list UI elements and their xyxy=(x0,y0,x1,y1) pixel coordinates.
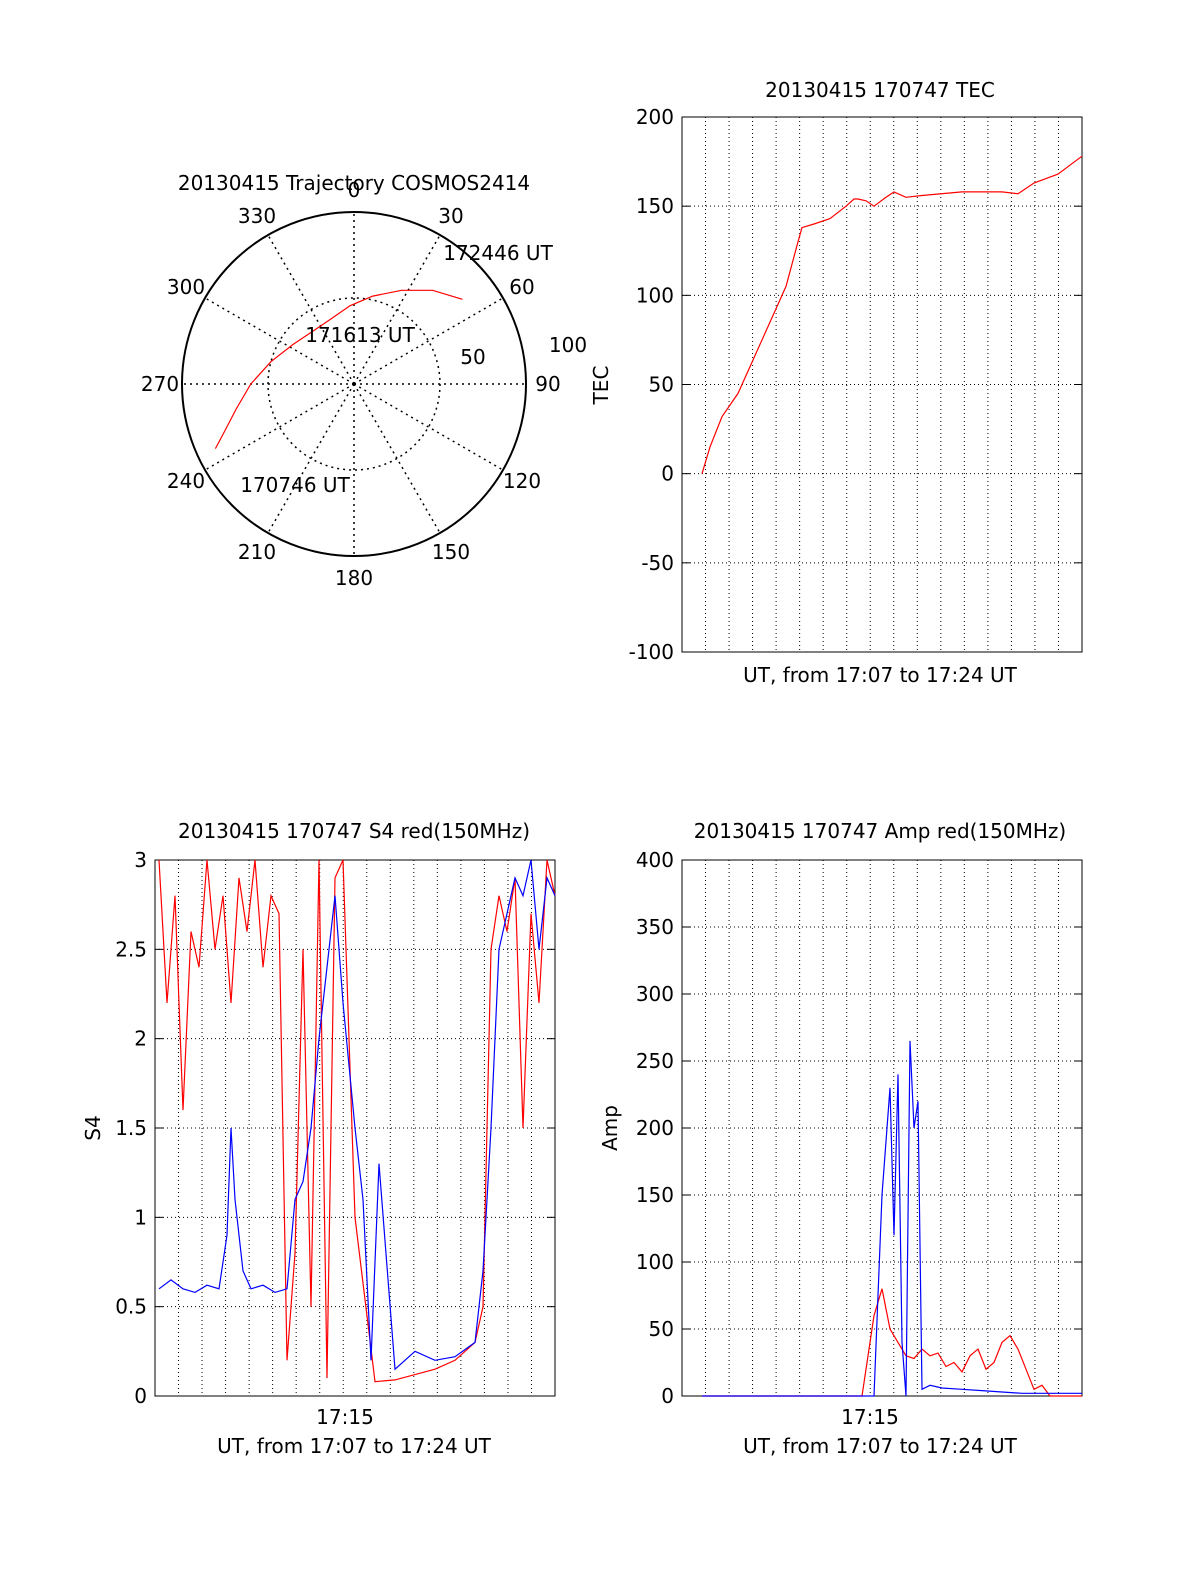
polar-angle-tick: 270 xyxy=(141,372,179,396)
polar-radial-tick-100: 100 xyxy=(549,333,587,357)
y-tick-label: 150 xyxy=(636,194,674,218)
y-tick-label: 200 xyxy=(636,1116,674,1140)
y-tick-label: -50 xyxy=(641,551,674,575)
y-tick-label: 0 xyxy=(661,462,674,486)
s4-title: 20130415 170747 S4 red(150MHz) xyxy=(178,819,530,843)
y-tick-label: 0 xyxy=(134,1384,147,1408)
polar-grid xyxy=(181,211,527,557)
s4-panel: 20130415 170747 S4 red(150MHz) 0 0.5 1 1.5 2… xyxy=(81,819,556,1458)
series-line-red xyxy=(158,859,556,1383)
polar-angle-tick: 300 xyxy=(167,275,205,299)
polar-angle-tick: 330 xyxy=(238,204,276,228)
polar-trajectory-panel: 20130415 Trajectory COSMOS2414 0 30 60 90 12… xyxy=(141,171,587,590)
y-tick-label: 50 xyxy=(649,1317,674,1341)
polar-spoke xyxy=(353,383,441,534)
polar-angle-tick: 120 xyxy=(503,469,541,493)
polar-annotation-start: 170746 UT xyxy=(240,473,350,497)
tec-grid xyxy=(682,116,1082,653)
polar-spoke xyxy=(204,297,355,385)
polar-annotation-mid: 171613 UT xyxy=(305,323,415,347)
polar-angle-tick: 0 xyxy=(348,178,361,202)
y-tick-label: 0.5 xyxy=(115,1295,147,1319)
polar-angle-tick: 30 xyxy=(438,204,463,228)
series-line-red xyxy=(701,155,1083,474)
s4-series xyxy=(158,859,556,1383)
amp-title: 20130415 170747 Amp red(150MHz) xyxy=(694,819,1066,843)
y-tick-label: 200 xyxy=(636,105,674,129)
y-tick-label: 0 xyxy=(661,1384,674,1408)
y-tick-label: 100 xyxy=(636,1250,674,1274)
polar-trajectory-line xyxy=(214,289,463,449)
polar-angle-tick: 60 xyxy=(509,275,534,299)
polar-angle-tick: 210 xyxy=(238,540,276,564)
amp-xtick: 17:15 xyxy=(841,1405,899,1429)
y-tick-label: 2.5 xyxy=(115,937,147,961)
polar-title: 20130415 Trajectory COSMOS2414 xyxy=(178,171,530,195)
polar-outer-circle xyxy=(181,211,527,557)
series-line-red xyxy=(702,1288,1082,1397)
polar-spoke xyxy=(353,383,504,471)
amp-series xyxy=(702,1040,1082,1397)
polar-angle-tick: 240 xyxy=(167,469,205,493)
polar-spoke xyxy=(353,234,441,385)
s4-grid xyxy=(155,859,555,1397)
amp-xlabel: UT, from 17:07 to 17:24 UT xyxy=(743,1434,1018,1458)
amp-panel: 20130415 170747 Amp red(150MHz) 0 50 100 15… xyxy=(598,819,1083,1458)
tec-title: 20130415 170747 TEC xyxy=(765,78,995,102)
y-tick-label: 1 xyxy=(134,1205,147,1229)
polar-spoke xyxy=(267,234,355,385)
y-tick-label: 350 xyxy=(636,915,674,939)
y-tick-label: 2 xyxy=(134,1027,147,1051)
tec-y-ticks: -100 -50 0 50 100 150 200 xyxy=(629,105,674,664)
tec-panel: 20130415 170747 TEC -100-50050100150200 … xyxy=(589,78,1083,687)
tec-series xyxy=(701,155,1083,474)
polar-spoke xyxy=(353,297,504,385)
y-tick-label: 1.5 xyxy=(115,1116,147,1140)
amp-y-ticks: 0 50 100 150 200 250 300 350 400 xyxy=(636,848,674,1408)
polar-angle-tick: 150 xyxy=(432,540,470,564)
s4-ylabel: S4 xyxy=(81,1115,105,1140)
y-tick-label: 400 xyxy=(636,848,674,872)
s4-xlabel: UT, from 17:07 to 17:24 UT xyxy=(217,1434,492,1458)
y-tick-label: -100 xyxy=(629,640,674,664)
y-tick-label: 50 xyxy=(649,373,674,397)
polar-spoke xyxy=(204,383,355,471)
tec-ylabel: TEC xyxy=(589,366,613,406)
s4-y-ticks: 0 0.5 1 1.5 2 2.5 3 xyxy=(115,848,147,1408)
s4-xtick: 17:15 xyxy=(316,1405,374,1429)
polar-annotation-end: 172446 UT xyxy=(443,241,553,265)
y-tick-label: 250 xyxy=(636,1049,674,1073)
polar-series xyxy=(214,289,463,449)
series-line-blue xyxy=(158,859,556,1371)
polar-radial-tick-50: 50 xyxy=(460,345,485,369)
y-tick-label: 300 xyxy=(636,982,674,1006)
y-tick-label: 150 xyxy=(636,1183,674,1207)
y-tick-label: 100 xyxy=(636,283,674,307)
polar-angle-ticks: 0 30 60 90 120 150 180 210 240 270 300 330 xyxy=(141,178,561,590)
polar-angle-tick: 180 xyxy=(335,566,373,590)
y-tick-label: 3 xyxy=(134,848,147,872)
polar-spoke xyxy=(267,383,355,534)
tec-xlabel: UT, from 17:07 to 17:24 UT xyxy=(743,663,1018,687)
series-line-blue xyxy=(702,1040,1082,1397)
amp-ylabel: Amp xyxy=(598,1105,622,1151)
polar-angle-tick: 90 xyxy=(535,372,560,396)
amp-grid xyxy=(682,859,1082,1397)
